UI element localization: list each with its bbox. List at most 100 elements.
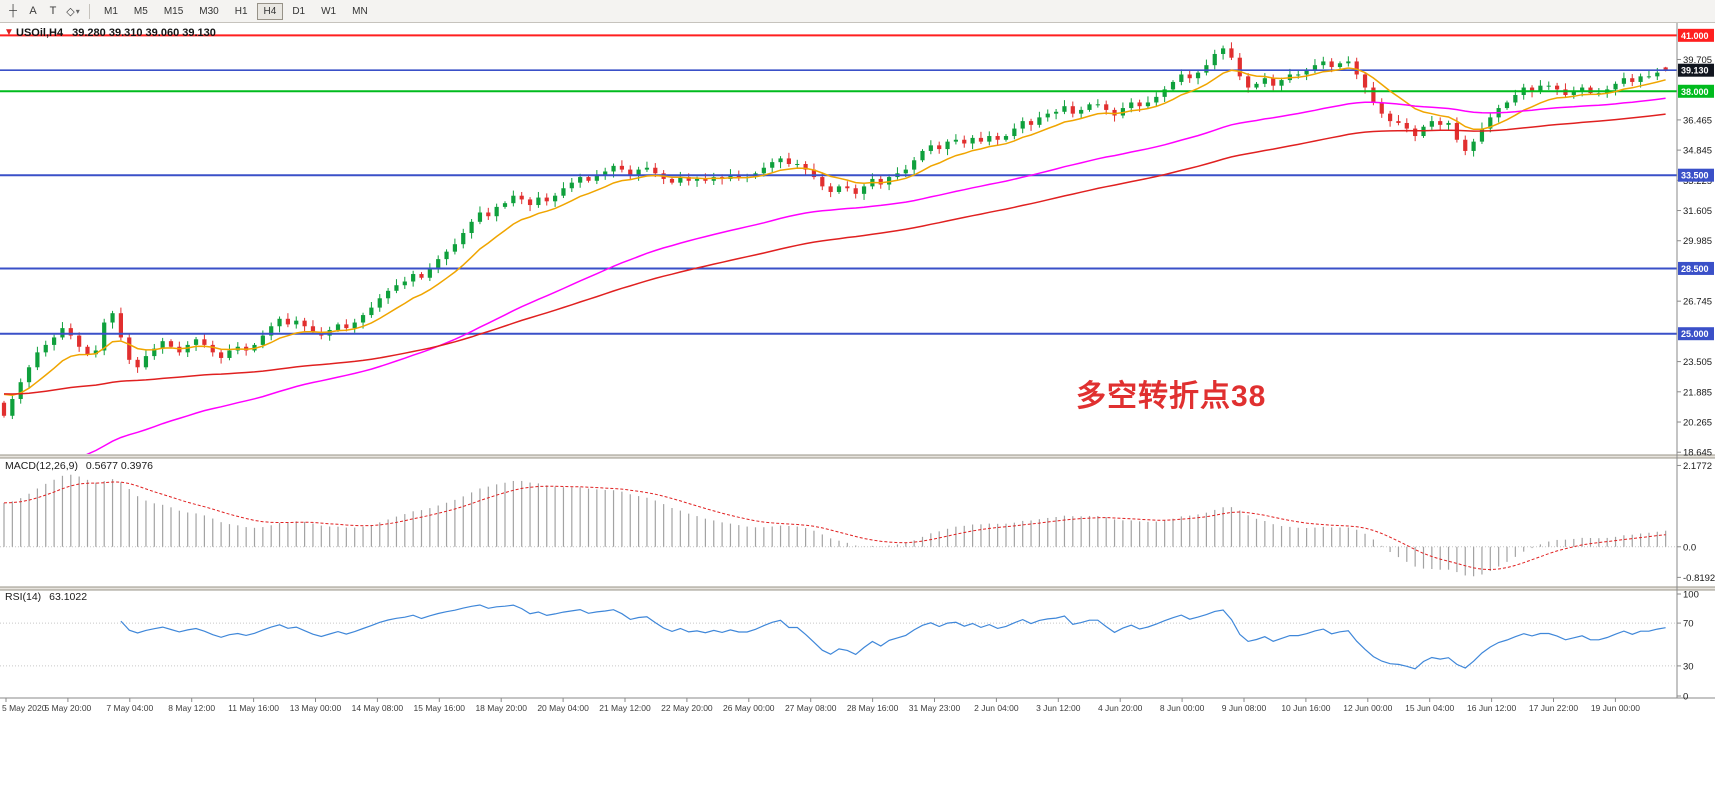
timeframe-button-w1[interactable]: W1	[321, 5, 337, 17]
candle	[102, 318, 107, 356]
timeframe-button-h1[interactable]: H1	[234, 5, 248, 17]
timeframe-button-h4[interactable]: H4	[256, 2, 284, 20]
candle	[135, 357, 140, 373]
time-axis-label: 27 May 08:00	[785, 703, 837, 713]
candle	[1212, 49, 1217, 70]
macd-pane[interactable]	[0, 458, 1677, 587]
time-axis-label: 7 May 04:00	[106, 703, 153, 713]
candle	[1354, 57, 1359, 80]
candle	[1438, 117, 1443, 130]
timeframe-bar: M1 M5 M15 M30 H1 H4 D1 W1 MN	[96, 2, 376, 20]
ma-line-fast[interactable]	[3, 67, 1666, 396]
candle	[227, 344, 232, 361]
candle	[461, 228, 466, 249]
label-a-tool-icon[interactable]: A	[29, 5, 37, 17]
time-axis-label: 5 May 2020	[2, 703, 47, 713]
candle	[786, 152, 791, 167]
candle	[52, 334, 57, 351]
chart-canvas[interactable]: 39.70536.46534.84533.22531.60529.98526.7…	[0, 23, 1715, 793]
candle	[1646, 70, 1652, 79]
price-axis-label: 20.265	[1683, 418, 1712, 429]
timeframe-button-d1[interactable]: D1	[292, 5, 306, 17]
candle	[878, 174, 883, 189]
price-axis-label: 21.885	[1683, 387, 1712, 398]
timeframe-button-m15[interactable]: M15	[163, 5, 184, 17]
time-axis-label: 15 May 16:00	[414, 703, 466, 713]
candle	[18, 378, 23, 404]
time-axis-label: 14 May 08:00	[352, 703, 404, 713]
candle	[845, 181, 850, 192]
candle	[536, 191, 541, 208]
rsi-pane[interactable]	[0, 590, 1677, 699]
ma-line-mid[interactable]	[4, 97, 1666, 498]
svg-text:41.000: 41.000	[1681, 31, 1709, 41]
text-tool-icon[interactable]: T	[49, 5, 57, 17]
time-axis-label: 20 May 04:00	[537, 703, 589, 713]
candle	[1229, 42, 1234, 61]
timeframe-button-m30[interactable]: M30	[199, 5, 219, 17]
candle	[1429, 115, 1434, 130]
pane-splitter[interactable]	[0, 455, 1715, 458]
candle	[1504, 100, 1510, 110]
candle	[795, 159, 800, 169]
candle	[511, 190, 516, 207]
candle	[1488, 112, 1493, 133]
time-axis-label: 17 Jun 22:00	[1529, 703, 1578, 713]
price-axis[interactable]: 39.70536.46534.84533.22531.60529.98526.7…	[1677, 28, 1715, 703]
candle	[1463, 135, 1468, 156]
candle	[544, 193, 549, 206]
candle	[1187, 70, 1192, 83]
timeframe-button-m5[interactable]: M5	[133, 5, 148, 17]
candle	[1, 400, 7, 418]
shapes-tool-icon[interactable]: ◇ ▾	[66, 5, 80, 18]
price-level-tag-33.500: 33.500	[1678, 168, 1714, 182]
price-level-tag-25.000: 25.000	[1678, 327, 1714, 341]
time-axis-label: 22 May 20:00	[661, 703, 713, 713]
macd-axis-label: 0.0	[1683, 542, 1696, 553]
timeframe-button-mn[interactable]: MN	[352, 5, 368, 17]
time-axis-label: 12 Jun 00:00	[1343, 703, 1392, 713]
candle	[1346, 56, 1351, 67]
time-axis-label: 26 May 00:00	[723, 703, 775, 713]
candle	[1555, 82, 1560, 96]
candle	[1170, 80, 1176, 92]
price-axis-label: 31.605	[1683, 206, 1712, 217]
candle	[486, 207, 491, 220]
candle	[853, 184, 858, 199]
candle	[285, 313, 290, 328]
candle	[1087, 102, 1092, 112]
candle	[669, 177, 675, 185]
candle	[219, 349, 224, 364]
crosshair-tool-icon[interactable]: ┼	[9, 5, 17, 17]
candle	[1613, 81, 1618, 96]
candle	[1379, 98, 1384, 118]
candle	[43, 340, 48, 357]
candle	[1471, 138, 1476, 157]
candle	[920, 149, 925, 163]
candle	[502, 201, 508, 209]
candle	[118, 307, 123, 341]
rsi-axis-label: 70	[1683, 619, 1694, 630]
candle	[436, 255, 441, 274]
macd-signal-line[interactable]	[3, 481, 1666, 571]
ma-line-slow[interactable]	[3, 113, 1666, 395]
candle	[252, 343, 257, 353]
candle	[770, 158, 775, 173]
candle	[411, 270, 416, 287]
rsi-line[interactable]	[120, 604, 1666, 670]
svg-text:28.500: 28.500	[1681, 264, 1709, 274]
candle	[962, 135, 967, 148]
price-axis-label: 29.985	[1683, 236, 1712, 247]
candle	[1362, 72, 1368, 94]
candle	[1070, 101, 1075, 118]
timeframe-button-m1[interactable]: M1	[104, 5, 118, 17]
candle	[344, 319, 349, 332]
candle	[160, 337, 165, 354]
candle	[978, 131, 984, 144]
candle	[394, 279, 399, 294]
pane-splitter[interactable]	[0, 587, 1715, 590]
svg-text:39.130: 39.130	[1681, 66, 1709, 76]
toolbar-draw-tools: ┼ A T ◇ ▾	[3, 2, 83, 21]
candle	[1388, 110, 1393, 127]
